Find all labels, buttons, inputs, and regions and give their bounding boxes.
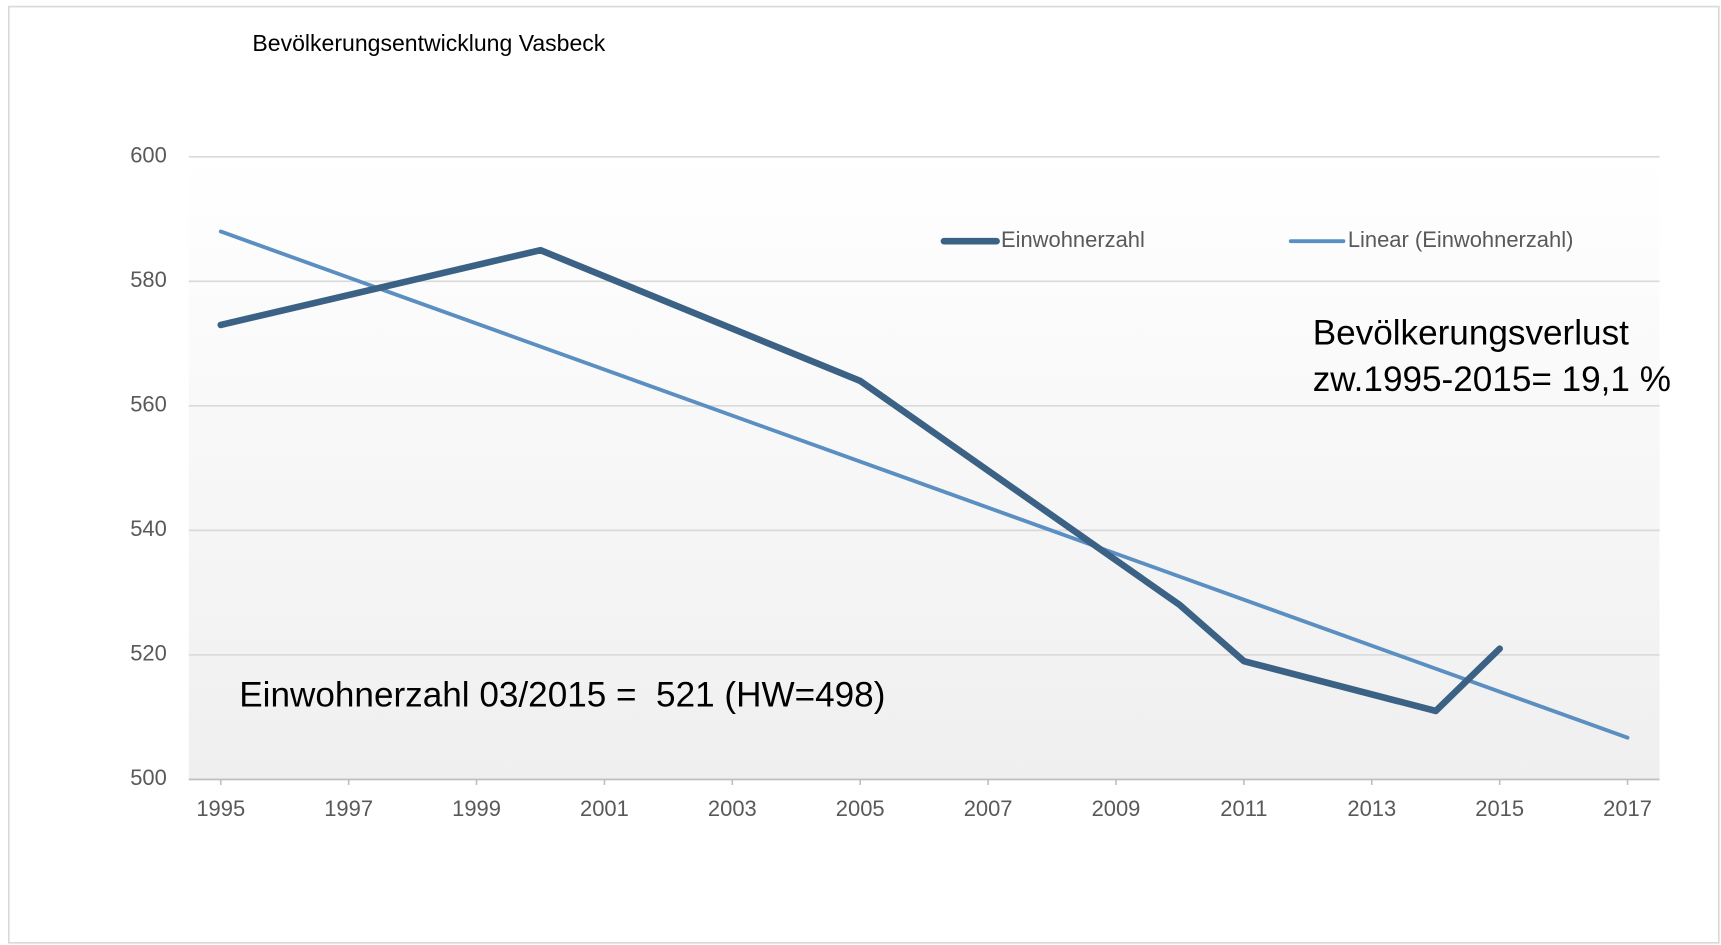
y-tick-label: 580: [130, 267, 167, 292]
data-line: [218, 229, 1630, 740]
x-tick-label: 1995: [196, 796, 245, 821]
x-tick-label: 2003: [708, 796, 757, 821]
y-tick-label: 560: [130, 392, 167, 417]
y-tick-label: 540: [130, 516, 167, 541]
plot-layer: 500 520 540 560 580 600 1995 1997 1999 2001 2003 20…: [130, 143, 1671, 821]
annotation: Bevölkerungsverlust: [1313, 314, 1629, 353]
x-tick-label: 1999: [452, 796, 501, 821]
y-tick-label: 600: [130, 143, 167, 168]
x-tick-label: 1997: [324, 796, 373, 821]
y-tick-label: 520: [130, 641, 167, 666]
x-tick-label: 2007: [964, 796, 1013, 821]
legend-label: Linear (Einwohnerzahl): [1348, 227, 1574, 252]
x-tick-label: 2005: [836, 796, 885, 821]
x-tick-label: 2011: [1220, 796, 1267, 821]
y-tick-label: 500: [130, 765, 167, 790]
x-tick-label: 2015: [1475, 796, 1524, 821]
annotation: Einwohnerzahl 03/2015 = 521 (HW=498): [239, 676, 885, 715]
x-tick-label: 2009: [1092, 796, 1141, 821]
data-line: [217, 246, 1503, 715]
legend-label: Einwohnerzahl: [1001, 227, 1145, 252]
x-tick-label: 2017: [1603, 796, 1652, 821]
plot-area: [188, 156, 1660, 780]
x-tick-label: 2001: [580, 796, 629, 821]
chart-title: Bevölkerungsentwicklung Vasbeck: [252, 30, 605, 56]
x-tick-label: 2013: [1347, 796, 1396, 821]
annotation: zw.1995-2015= 19,1 %: [1313, 360, 1671, 399]
